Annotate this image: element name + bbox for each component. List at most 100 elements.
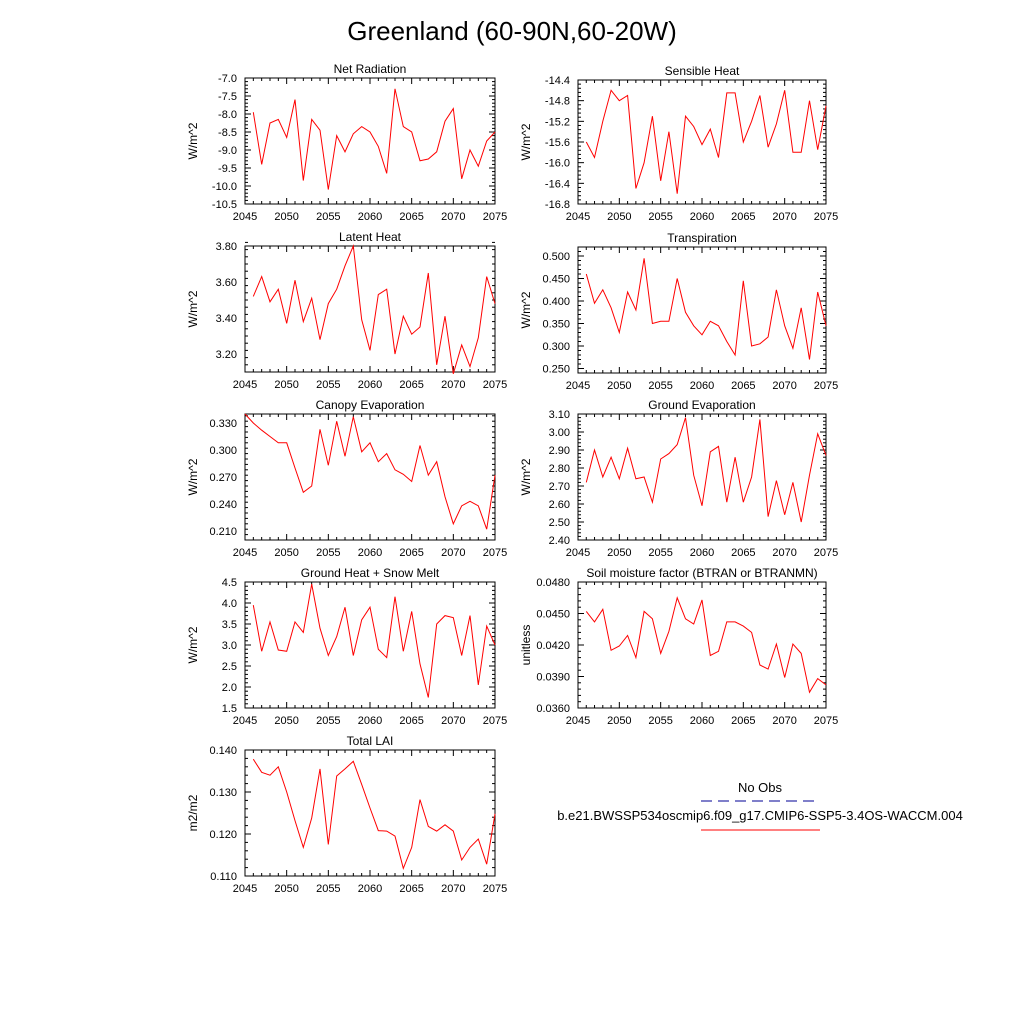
y-axis-label: W/m^2: [519, 123, 533, 160]
y-tick-label: 0.500: [542, 251, 570, 263]
legend: No Obs b.e21.BWSSP534oscmip6.f09_g17.CMI…: [557, 780, 963, 831]
x-tick-label: 2060: [358, 883, 382, 895]
x-tick-label: 2065: [399, 547, 423, 559]
x-tick-label: 2060: [690, 380, 714, 392]
x-tick-label: 2070: [772, 211, 796, 223]
x-tick-label: 2075: [814, 715, 838, 727]
y-tick-label: 0.0420: [536, 640, 570, 652]
y-tick-label: 3.40: [216, 313, 237, 325]
y-tick-label: 0.300: [209, 445, 237, 457]
x-tick-label: 2075: [814, 211, 838, 223]
x-tick-label: 2075: [483, 211, 507, 223]
x-tick-label: 2070: [772, 715, 796, 727]
y-tick-label: 0.450: [542, 274, 570, 286]
series-line: [585, 89, 827, 194]
x-tick-label: 2045: [566, 715, 590, 727]
y-tick-label: 0.130: [209, 787, 237, 799]
y-tick-label: 0.250: [542, 364, 570, 376]
x-tick-label: 2045: [233, 883, 257, 895]
y-tick-label: 2.40: [549, 535, 570, 547]
y-tick-label: -16.8: [545, 199, 570, 211]
y-tick-label: 0.240: [209, 499, 237, 511]
y-tick-label: 0.270: [209, 472, 237, 484]
series-line: [252, 758, 496, 871]
y-tick-label: -15.6: [545, 137, 570, 149]
x-tick-label: 2045: [566, 547, 590, 559]
x-tick-label: 2065: [731, 715, 755, 727]
x-tick-label: 2075: [483, 715, 507, 727]
panel-5: Ground Evaporation W/m^2 2045 2050 2055 2060 2…: [519, 398, 838, 559]
x-tick-label: 2065: [399, 883, 423, 895]
y-tick-label: -9.0: [218, 145, 237, 157]
panel-7: Soil moisture factor (BTRAN or BTRANMN) u…: [519, 566, 838, 727]
panel-1: Sensible Heat W/m^2 2045 2050 2055 2060 2065 20…: [519, 64, 838, 223]
x-tick-label: 2045: [233, 547, 257, 559]
y-tick-label: 2.90: [549, 445, 570, 457]
y-tick-label: 0.400: [542, 296, 570, 308]
x-tick-label: 2045: [566, 211, 590, 223]
x-tick-label: 2050: [274, 547, 298, 559]
x-tick-label: 2055: [648, 380, 672, 392]
y-tick-label: 0.300: [542, 341, 570, 353]
x-tick-label: 2070: [772, 547, 796, 559]
x-tick-label: 2045: [233, 715, 257, 727]
x-tick-label: 2060: [358, 715, 382, 727]
y-tick-label: 3.60: [216, 277, 237, 289]
y-axis-label: m2/m2: [186, 794, 200, 831]
y-tick-label: 0.0360: [536, 703, 570, 715]
x-tick-label: 2060: [690, 715, 714, 727]
panel-title: Ground Heat + Snow Melt: [301, 566, 440, 580]
y-tick-label: 0.0450: [536, 609, 570, 621]
y-tick-label: -7.0: [218, 73, 237, 85]
x-tick-label: 2060: [690, 547, 714, 559]
x-tick-label: 2050: [607, 715, 631, 727]
x-tick-label: 2065: [399, 715, 423, 727]
x-tick-label: 2075: [483, 379, 507, 391]
y-axis-label: W/m^2: [519, 458, 533, 495]
x-tick-label: 2060: [358, 379, 382, 391]
x-tick-label: 2055: [316, 211, 340, 223]
x-tick-label: 2065: [399, 211, 423, 223]
y-tick-label: 3.00: [549, 427, 570, 439]
series-line: [252, 88, 496, 190]
y-tick-label: -16.0: [545, 158, 570, 170]
x-tick-label: 2075: [814, 547, 838, 559]
y-tick-label: -8.0: [218, 109, 237, 121]
series-line: [252, 584, 496, 698]
panels-layer: Net Radiation W/m^2 2045 2050 2055 2060 2065 20…: [186, 62, 838, 895]
panel-3: Transpiration W/m^2 2045 2050 2055 2060 2065 20…: [519, 231, 838, 392]
panel-title: Transpiration: [667, 231, 737, 245]
x-tick-label: 2060: [690, 211, 714, 223]
y-axis-label: W/m^2: [519, 291, 533, 328]
y-tick-label: -10.5: [212, 199, 237, 211]
x-tick-label: 2050: [607, 547, 631, 559]
x-tick-label: 2045: [233, 211, 257, 223]
x-tick-label: 2065: [731, 547, 755, 559]
x-tick-label: 2065: [731, 211, 755, 223]
series-line: [252, 244, 496, 374]
x-tick-label: 2070: [441, 715, 465, 727]
y-axis-label: W/m^2: [186, 458, 200, 495]
y-axis-label: W/m^2: [186, 290, 200, 327]
y-tick-label: 2.80: [549, 463, 570, 475]
x-tick-label: 2050: [274, 883, 298, 895]
panel-title: Canopy Evaporation: [316, 398, 425, 412]
legend-obs-label: No Obs: [738, 780, 783, 795]
x-tick-label: 2055: [316, 379, 340, 391]
x-tick-label: 2055: [648, 715, 672, 727]
y-tick-label: 2.50: [549, 517, 570, 529]
y-tick-label: -16.4: [545, 178, 570, 190]
x-tick-label: 2075: [814, 380, 838, 392]
y-tick-label: 0.330: [209, 418, 237, 430]
y-tick-label: 3.10: [549, 409, 570, 421]
x-tick-label: 2055: [316, 547, 340, 559]
y-tick-label: -9.5: [218, 163, 237, 175]
figure-title: Greenland (60-90N,60-20W): [347, 16, 677, 46]
x-tick-label: 2070: [441, 883, 465, 895]
x-tick-label: 2065: [731, 380, 755, 392]
y-tick-label: -10.0: [212, 181, 237, 193]
x-tick-label: 2045: [566, 380, 590, 392]
y-axis-label: unitless: [519, 625, 533, 666]
x-tick-label: 2060: [358, 547, 382, 559]
